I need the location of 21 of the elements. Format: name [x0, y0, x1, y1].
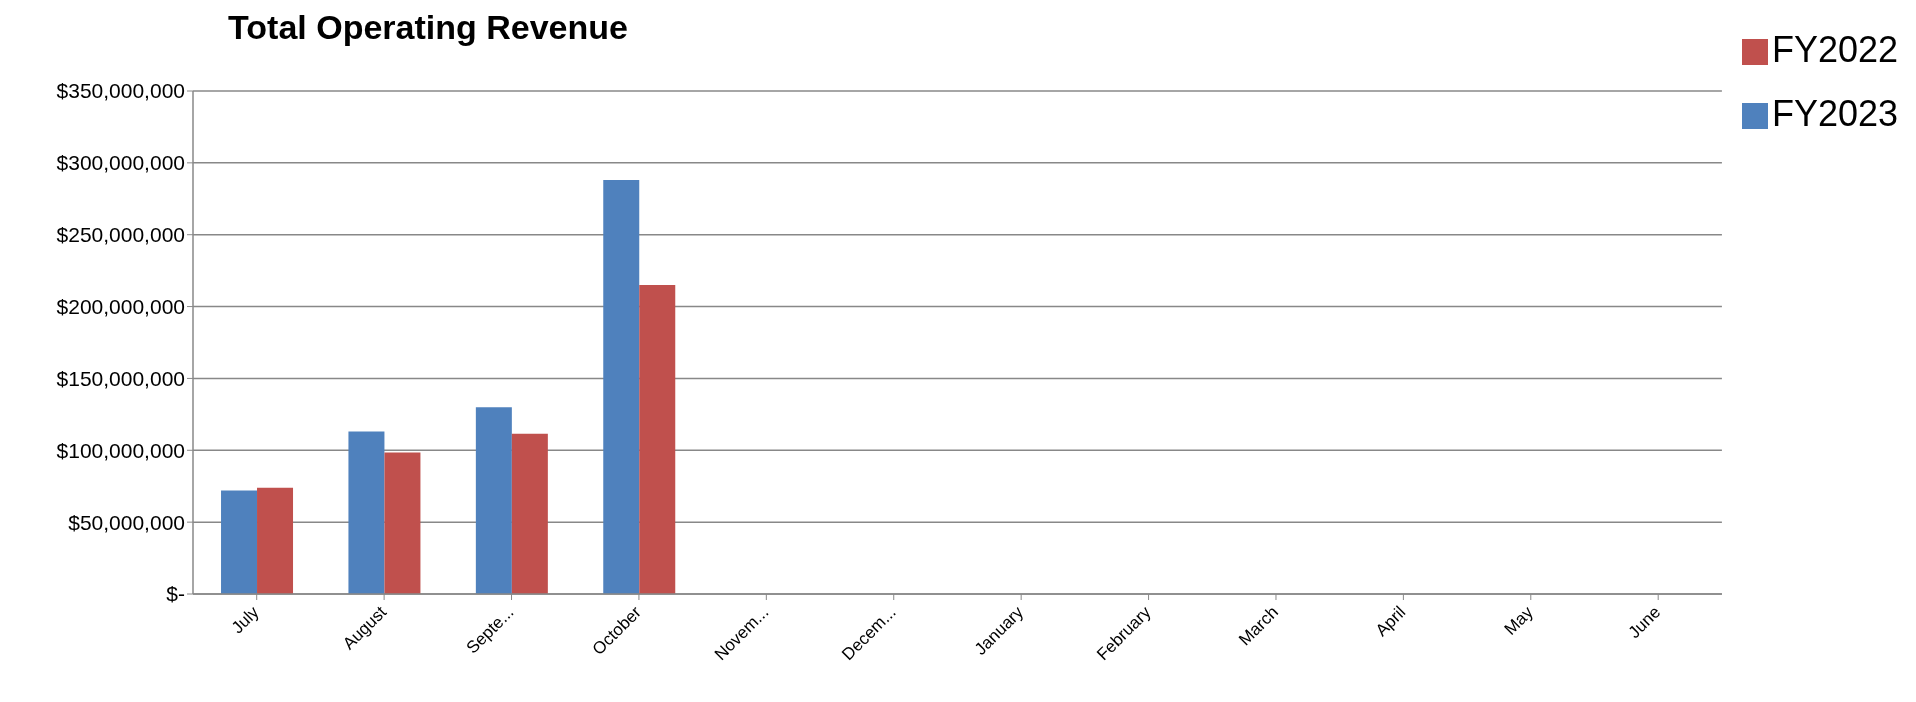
- y-tick-label: $150,000,000: [56, 366, 185, 390]
- x-tick-label: July: [227, 602, 264, 638]
- y-tick-label: $250,000,000: [56, 223, 185, 247]
- legend-label: FY2022: [1771, 29, 1898, 70]
- y-tick-label: $-: [166, 582, 185, 606]
- legend-label: FY2023: [1771, 93, 1898, 134]
- bar: [348, 431, 385, 594]
- bar: [475, 407, 512, 594]
- bar: [511, 433, 548, 594]
- chart-title: Total Operating Revenue: [227, 8, 629, 47]
- bar: [257, 487, 294, 594]
- y-tick-label: $200,000,000: [56, 295, 185, 319]
- bar: [639, 285, 676, 594]
- x-tick-label: May: [1500, 602, 1538, 639]
- y-tick-label: $300,000,000: [56, 151, 185, 175]
- bar: [384, 452, 421, 594]
- bar: [221, 490, 258, 594]
- y-tick-label: $100,000,000: [56, 438, 185, 462]
- y-tick-label: $350,000,000: [56, 79, 185, 103]
- y-tick-label: $50,000,000: [68, 510, 185, 534]
- bar: [603, 180, 640, 594]
